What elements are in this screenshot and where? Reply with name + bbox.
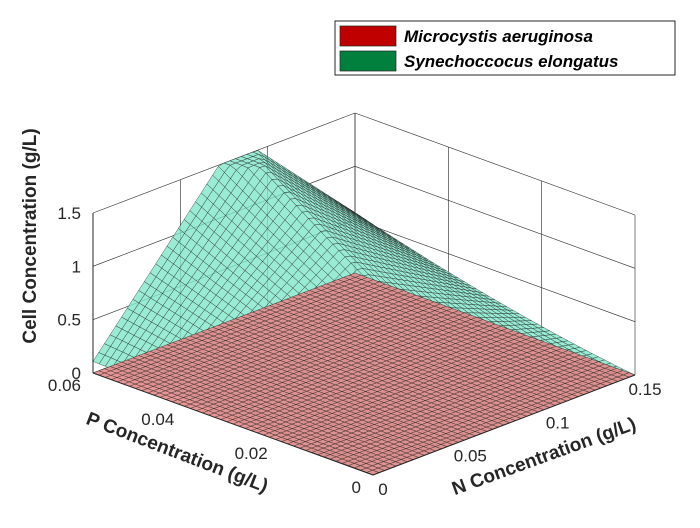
grid-z-backright [354,219,636,322]
legend-label-microcystis: Microcystis aeruginosa [404,27,593,46]
surface-layers [92,150,636,476]
legend-swatch-microcystis [339,25,397,47]
surface-microcystis [92,272,636,475]
x-tick-label: 0.15 [628,380,661,399]
legend-swatch-synechococcus [339,50,397,72]
z-axis-label: Cell Concentration (g/L) [20,128,41,343]
z-tick-label: 1.5 [57,204,81,223]
y-tick-label: 0.02 [235,444,268,463]
y-tick-label: 0.06 [48,376,81,395]
y-tick-label: 0 [352,478,361,497]
legend: Microcystis aeruginosa Synechoccocus elo… [334,20,676,76]
x-tick-label: 0 [378,480,387,499]
z-tick-label: 1 [72,257,81,276]
z-tick-label: 0.5 [57,311,81,330]
x-tick-label: 0.05 [454,447,487,466]
y-tick-label: 0.04 [141,410,174,429]
legend-label-synechococcus: Synechoccocus elongatus [404,52,618,71]
grid-z-backright [354,166,636,269]
grid-z-backright [354,112,636,216]
x-tick-label: 0.1 [546,413,570,432]
